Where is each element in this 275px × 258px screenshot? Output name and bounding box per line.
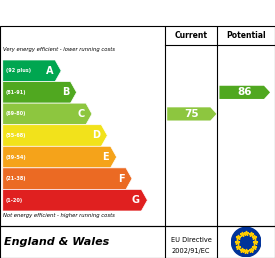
- Text: (39-54): (39-54): [6, 155, 27, 159]
- Text: England & Wales: England & Wales: [4, 237, 109, 247]
- Text: Potential: Potential: [226, 31, 266, 40]
- Polygon shape: [167, 107, 216, 120]
- Text: (55-68): (55-68): [6, 133, 26, 138]
- Polygon shape: [3, 60, 61, 82]
- Polygon shape: [3, 82, 76, 103]
- Text: Current: Current: [175, 31, 208, 40]
- Text: 75: 75: [185, 109, 199, 119]
- Polygon shape: [3, 103, 92, 125]
- Circle shape: [232, 227, 261, 257]
- Polygon shape: [3, 125, 107, 146]
- Text: 2002/91/EC: 2002/91/EC: [172, 248, 210, 254]
- Text: C: C: [77, 109, 84, 119]
- Text: (81-91): (81-91): [6, 90, 27, 95]
- Text: Not energy efficient - higher running costs: Not energy efficient - higher running co…: [3, 213, 115, 217]
- Text: G: G: [132, 195, 140, 205]
- Text: D: D: [92, 131, 100, 141]
- Text: (92 plus): (92 plus): [6, 68, 31, 73]
- Text: (21-38): (21-38): [6, 176, 27, 181]
- Polygon shape: [3, 189, 147, 211]
- Text: 86: 86: [238, 87, 252, 97]
- Text: EU Directive: EU Directive: [171, 237, 211, 243]
- Text: E: E: [103, 152, 109, 162]
- Polygon shape: [219, 86, 270, 99]
- Text: A: A: [46, 66, 54, 76]
- Text: (69-80): (69-80): [6, 111, 26, 116]
- Text: Very energy efficient - lower running costs: Very energy efficient - lower running co…: [3, 47, 115, 52]
- Text: B: B: [62, 87, 69, 97]
- Polygon shape: [3, 168, 132, 189]
- Text: (1-20): (1-20): [6, 198, 23, 203]
- Text: Energy Efficiency Rating: Energy Efficiency Rating: [7, 6, 178, 20]
- Polygon shape: [3, 146, 117, 168]
- Text: F: F: [118, 174, 125, 184]
